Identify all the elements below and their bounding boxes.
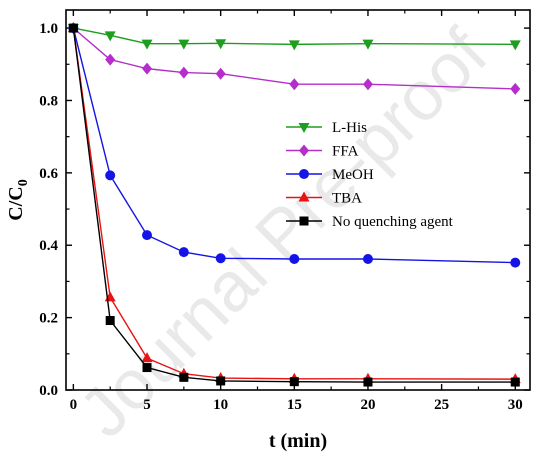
x-tick-label: 20	[360, 397, 375, 413]
data-point-tba	[141, 352, 153, 363]
data-point-meoh	[510, 257, 521, 268]
legend-marker-no-quenching-agent	[299, 216, 309, 226]
data-point-no-quenching-agent	[105, 316, 115, 326]
y-tick-label: 0.8	[39, 93, 58, 109]
data-point-no-quenching-agent	[179, 372, 189, 382]
data-point-l-his	[288, 40, 300, 51]
legend-label-no-quenching-agent: No quenching agent	[332, 214, 454, 230]
data-point-ffa	[362, 78, 373, 91]
data-point-ffa	[289, 78, 300, 91]
series-line-meoh	[72, 27, 516, 264]
data-point-no-quenching-agent	[142, 363, 152, 373]
data-point-meoh	[105, 170, 116, 181]
legend-marker-meoh	[299, 169, 309, 179]
series-no-quenching-agent	[68, 23, 520, 387]
data-point-l-his	[141, 39, 153, 50]
data-point-meoh	[362, 253, 373, 264]
y-axis-title-text: C/C0	[5, 179, 31, 220]
series-layer	[67, 22, 521, 387]
data-point-meoh	[142, 230, 153, 241]
series-line-ffa	[72, 27, 516, 90]
legend-item-tba: TBA	[286, 191, 362, 207]
y-axis-title-subscript: 0	[16, 179, 31, 186]
y-axis-title: C/C0	[5, 179, 31, 220]
data-point-meoh	[215, 253, 226, 264]
x-tick-label: 15	[287, 397, 302, 413]
data-point-l-his	[104, 31, 116, 42]
x-tick-label: 5	[143, 397, 151, 413]
legend-label-ffa: FFA	[332, 144, 359, 160]
legend-item-meoh: MeOH	[286, 167, 374, 183]
data-point-meoh	[289, 253, 300, 264]
y-tick-label: 0.4	[39, 238, 58, 254]
y-tick-label: 0.6	[39, 166, 58, 182]
series-line-no-quenching-agent	[72, 28, 516, 383]
legend-marker-tba	[298, 191, 310, 202]
x-tick-label: 0	[70, 397, 78, 413]
y-tick-label: 0.0	[39, 383, 58, 399]
data-point-l-his	[178, 39, 190, 50]
y-tick-label: 1.0	[39, 21, 58, 37]
y-tick-label: 0.2	[39, 311, 58, 327]
series-line-tba	[72, 28, 516, 380]
x-tick-label: 10	[213, 397, 228, 413]
data-point-no-quenching-agent	[363, 377, 373, 387]
x-tick-label: 30	[508, 397, 523, 413]
data-point-no-quenching-agent	[510, 377, 520, 387]
legend-marker-l-his	[298, 123, 310, 133]
data-point-ffa	[510, 82, 521, 95]
data-point-ffa	[178, 66, 189, 79]
watermark: Journal Pre-proof	[64, 14, 502, 452]
data-point-meoh	[178, 247, 189, 258]
legend-label-tba: TBA	[332, 191, 362, 207]
legend: L-His FFA MeOH TBA No quenching agent	[286, 120, 454, 230]
data-point-ffa	[142, 62, 153, 75]
axes: 0 5 10 15 20 25 30 0.0 0.2 0.4 0.6 0.8 1.0	[39, 9, 531, 413]
axis-titles: t (min)C/C0	[5, 179, 327, 452]
data-point-no-quenching-agent	[68, 23, 78, 33]
data-point-l-his	[215, 39, 227, 50]
data-point-ffa	[105, 53, 116, 66]
watermark-text: Journal Pre-proof	[64, 14, 502, 452]
plot-frame	[65, 9, 531, 391]
series-ffa	[68, 22, 521, 95]
data-point-ffa	[215, 67, 226, 80]
legend-item-no-quenching-agent: No quenching agent	[286, 214, 454, 230]
data-point-l-his	[362, 39, 374, 50]
x-tick-label: 25	[434, 397, 449, 413]
legend-item-ffa: FFA	[286, 144, 359, 160]
y-axis-title-main: C/C	[5, 186, 27, 220]
data-point-no-quenching-agent	[216, 376, 226, 386]
x-axis-title: t (min)	[269, 430, 327, 452]
data-point-l-his	[509, 40, 521, 51]
data-point-no-quenching-agent	[289, 377, 299, 387]
legend-marker-ffa	[299, 144, 309, 157]
series-meoh	[68, 23, 521, 268]
series-line-l-his	[73, 27, 516, 46]
legend-label-meoh: MeOH	[332, 167, 374, 183]
legend-item-l-his: L-His	[286, 120, 367, 136]
legend-label-l-his: L-His	[332, 120, 367, 136]
